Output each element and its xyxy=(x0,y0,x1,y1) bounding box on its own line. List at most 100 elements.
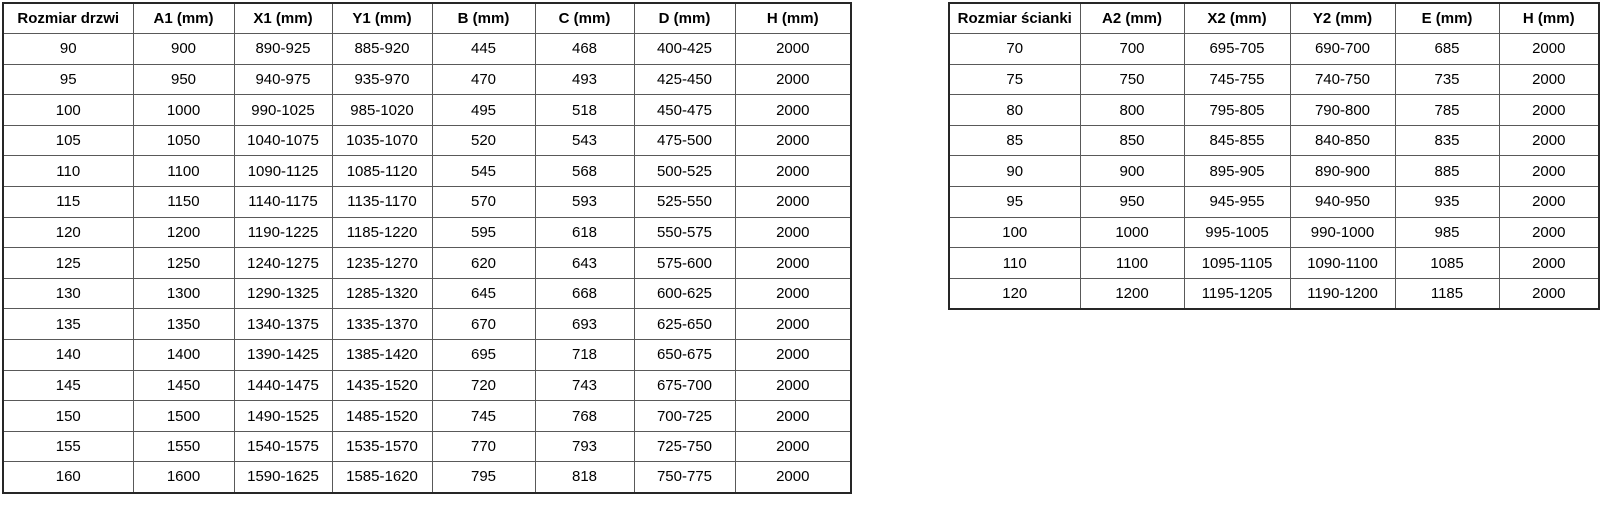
table-cell: 450-475 xyxy=(633,94,736,126)
table-cell: 1150 xyxy=(132,186,235,218)
wall-table-header: Rozmiar ścianki A2 (mm) X2 (mm) Y2 (mm) E (m… xyxy=(948,2,1600,35)
column-header: Y1 (mm) xyxy=(331,2,433,35)
table-cell: 160 xyxy=(2,461,134,493)
table-cell: 2000 xyxy=(734,369,852,402)
table-cell: 1000 xyxy=(1079,216,1185,249)
table-cell: 1450 xyxy=(132,369,235,402)
table-row: 110 1100 1090-1125 1085-1120 545 568 500-525 20… xyxy=(2,155,852,188)
table-cell: 2000 xyxy=(734,400,852,432)
table-cell: 150 xyxy=(2,400,134,432)
table-row: 115 1150 1140-1175 1135-1170 570 593 525-550 20… xyxy=(2,186,852,218)
table-cell: 695 xyxy=(431,339,536,371)
table-cell: 720 xyxy=(431,369,536,402)
table-cell: 1485-1520 xyxy=(331,400,433,432)
table-cell: 140 xyxy=(2,339,134,371)
table-cell: 1185 xyxy=(1394,277,1500,310)
column-header: A1 (mm) xyxy=(132,2,235,35)
table-cell: 985-1020 xyxy=(331,94,433,126)
table-cell: 100 xyxy=(2,94,134,126)
table-cell: 1500 xyxy=(132,400,235,432)
table-cell: 1050 xyxy=(132,124,235,157)
table-cell: 120 xyxy=(948,277,1081,310)
table-cell: 885-920 xyxy=(331,33,433,65)
table-cell: 790-800 xyxy=(1289,94,1396,126)
table-cell: 568 xyxy=(534,155,635,188)
table-cell: 1090-1125 xyxy=(233,155,333,188)
column-header: C (mm) xyxy=(534,2,635,35)
table-cell: 700-725 xyxy=(633,400,736,432)
table-cell: 2000 xyxy=(1498,277,1600,310)
table-cell: 425-450 xyxy=(633,63,736,96)
table-row: 110 1100 1095-1105 1090-1100 1085 2000 xyxy=(948,247,1600,279)
table-cell: 100 xyxy=(948,216,1081,249)
column-header: D (mm) xyxy=(633,2,736,35)
table-cell: 840-850 xyxy=(1289,124,1396,157)
table-cell: 2000 xyxy=(734,461,852,493)
table-cell: 693 xyxy=(534,308,635,341)
table-cell: 800 xyxy=(1079,94,1185,126)
table-cell: 120 xyxy=(2,216,134,249)
table-cell: 1235-1270 xyxy=(331,247,433,279)
column-header: Rozmiar ścianki xyxy=(948,2,1081,35)
table-cell: 785 xyxy=(1394,94,1500,126)
table-cell: 795 xyxy=(431,461,536,493)
table-row: 140 1400 1390-1425 1385-1420 695 718 650-675 20… xyxy=(2,339,852,371)
table-row: 90 900 890-925 885-920 445 468 400-425 2000 xyxy=(2,33,852,65)
table-cell: 1385-1420 xyxy=(331,339,433,371)
table-cell: 90 xyxy=(948,155,1081,188)
table-cell: 940-975 xyxy=(233,63,333,96)
table-cell: 700 xyxy=(1079,33,1185,65)
table-cell: 850 xyxy=(1079,124,1185,157)
table-cell: 2000 xyxy=(734,124,852,157)
table-cell: 135 xyxy=(2,308,134,341)
table-cell: 105 xyxy=(2,124,134,157)
table-row: 150 1500 1490-1525 1485-1520 745 768 700-725 20… xyxy=(2,400,852,432)
table-cell: 1285-1320 xyxy=(331,277,433,310)
table-cell: 1085-1120 xyxy=(331,155,433,188)
table-cell: 675-700 xyxy=(633,369,736,402)
table-cell: 1600 xyxy=(132,461,235,493)
table-row: 155 1550 1540-1575 1535-1570 770 793 725-750 20… xyxy=(2,430,852,463)
table-cell: 90 xyxy=(2,33,134,65)
table-cell: 1335-1370 xyxy=(331,308,433,341)
header-row: Rozmiar drzwi A1 (mm) X1 (mm) Y1 (mm) B (mm)… xyxy=(2,2,852,35)
table-row: 160 1600 1590-1625 1585-1620 795 818 750-775 20… xyxy=(2,461,852,493)
table-cell: 745 xyxy=(431,400,536,432)
table-row: 70 700 695-705 690-700 685 2000 xyxy=(948,33,1600,65)
table-row: 120 1200 1195-1205 1190-1200 1185 2000 xyxy=(948,277,1600,310)
table-cell: 1535-1570 xyxy=(331,430,433,463)
table-cell: 1140-1175 xyxy=(233,186,333,218)
table-cell: 500-525 xyxy=(633,155,736,188)
table-row: 90 900 895-905 890-900 885 2000 xyxy=(948,155,1600,188)
table-cell: 1540-1575 xyxy=(233,430,333,463)
table-cell: 1085 xyxy=(1394,247,1500,279)
table-cell: 85 xyxy=(948,124,1081,157)
table-cell: 2000 xyxy=(1498,216,1600,249)
table-row: 85 850 845-855 840-850 835 2000 xyxy=(948,124,1600,157)
table-cell: 2000 xyxy=(734,33,852,65)
table-cell: 695-705 xyxy=(1183,33,1291,65)
table-cell: 750-775 xyxy=(633,461,736,493)
table-cell: 995-1005 xyxy=(1183,216,1291,249)
column-header: H (mm) xyxy=(1498,2,1600,35)
table-cell: 768 xyxy=(534,400,635,432)
column-header: X2 (mm) xyxy=(1183,2,1291,35)
table-cell: 835 xyxy=(1394,124,1500,157)
table-cell: 650-675 xyxy=(633,339,736,371)
column-header: H (mm) xyxy=(734,2,852,35)
table-cell: 2000 xyxy=(1498,247,1600,279)
table-cell: 125 xyxy=(2,247,134,279)
table-cell: 743 xyxy=(534,369,635,402)
door-size-table: Rozmiar drzwi A1 (mm) X1 (mm) Y1 (mm) B (mm)… xyxy=(2,2,852,494)
table-cell: 2000 xyxy=(1498,155,1600,188)
table-cell: 518 xyxy=(534,94,635,126)
door-table-body: 90 900 890-925 885-920 445 468 400-425 2000 95 95… xyxy=(2,33,852,493)
table-cell: 1040-1075 xyxy=(233,124,333,157)
table-cell: 1400 xyxy=(132,339,235,371)
table-cell: 2000 xyxy=(1498,124,1600,157)
table-cell: 1100 xyxy=(132,155,235,188)
table-cell: 600-625 xyxy=(633,277,736,310)
table-cell: 690-700 xyxy=(1289,33,1396,65)
table-cell: 725-750 xyxy=(633,430,736,463)
